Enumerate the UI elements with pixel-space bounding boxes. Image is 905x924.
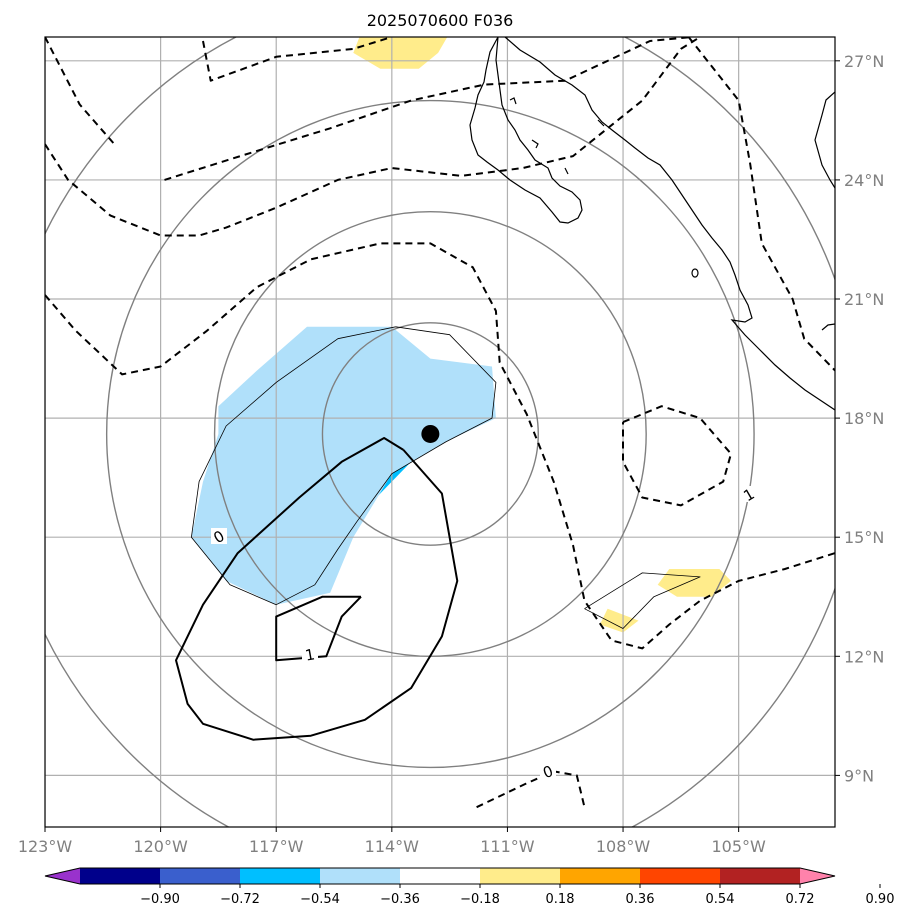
colorbar-tick-label: −0.18 [460,892,500,907]
chart-title: 2025070600 F036 [367,11,514,30]
contour-layer [45,37,835,809]
y-axis-ticks: 9°N 12°N 15°N 18°N 21°N 24°N 27°N [835,52,884,785]
colorbar-tick-label: −0.72 [220,892,260,907]
y-tick-label: 24°N [844,171,884,190]
shaded-region [657,569,731,597]
colorbar-extend-high [800,868,835,884]
contour-solid [275,595,362,662]
colorbar-tick-label: 0.18 [546,892,575,907]
contour-solid [584,572,701,629]
colorbar-tick-label: −0.90 [140,892,180,907]
y-tick-label: 27°N [844,52,884,71]
colorbar-tick-label: 0.54 [706,892,735,907]
contour-dashed [687,37,835,372]
colorbar-segment [640,868,721,884]
y-tick-label: 21°N [844,290,884,309]
contour-label: 1 [304,645,317,664]
x-tick-label: 117°W [249,837,304,856]
colorbar-segment [400,868,481,884]
colorbar-outline [44,867,836,885]
gridlines [45,37,835,827]
colorbar-segment [480,868,561,884]
colorbar-tick-label: −0.36 [380,892,420,907]
contour-solid [175,437,459,741]
map-frame [44,36,836,828]
x-axis-ticks: 123°W 120°W 117°W 114°W 111°W 108°W 105°W [18,827,766,856]
colorbar-tick-label: −0.54 [300,892,340,907]
contour-dashed [45,242,835,650]
contour-dashed [202,37,393,82]
colorbar: −0.90 −0.72 −0.54 −0.36 −0.18 0.18 0.36 0.54 0.7… [44,867,895,907]
y-tick-label: 15°N [844,528,884,547]
x-tick-label: 105°W [711,837,766,856]
colorbar-segment [320,868,401,884]
y-tick-label: 12°N [844,647,884,666]
coastline [469,37,835,411]
x-tick-label: 108°W [596,837,651,856]
range-rings [45,37,835,827]
colorbar-segment [240,868,321,884]
contour-dashed [45,37,701,237]
colorbar-tick-label: 0.90 [866,892,895,907]
marker-layer [421,424,440,443]
colorbar-segment [560,868,641,884]
colorbar-segment [160,868,241,884]
range-ring [105,99,755,769]
contour-dashed [164,37,693,181]
contour-labels: 0 1 1 0 [210,485,757,782]
storm-center-marker [421,424,440,443]
colorbar-tick-label: 0.72 [786,892,815,907]
contour-solid [190,326,497,606]
x-tick-label: 114°W [365,837,420,856]
shaded-region [191,326,496,605]
x-tick-label: 111°W [480,837,535,856]
range-ring [321,322,539,546]
contour-dashed [622,405,732,507]
shading-layer [191,37,731,633]
colorbar-segment [720,868,801,884]
map-area [45,37,835,827]
colorbar-extend-low [45,868,80,884]
x-tick-label: 123°W [18,837,73,856]
shaded-region [599,608,639,633]
y-tick-label: 18°N [844,409,884,428]
colorbar-tick-label: 0.36 [626,892,655,907]
colorbar-segment [80,868,161,884]
y-tick-label: 9°N [844,766,874,785]
contour-dashed [45,37,116,145]
x-tick-label: 120°W [133,837,188,856]
